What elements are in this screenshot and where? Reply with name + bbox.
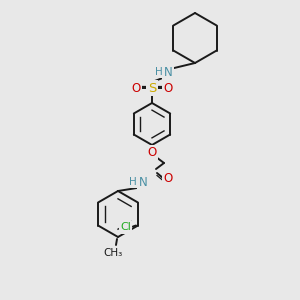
Text: S: S xyxy=(148,82,156,94)
Text: H: H xyxy=(129,177,137,187)
Text: O: O xyxy=(164,82,172,94)
Text: O: O xyxy=(164,172,172,184)
Text: O: O xyxy=(131,82,141,94)
Text: CH₃: CH₃ xyxy=(103,248,123,258)
Text: H: H xyxy=(155,67,163,77)
Text: Cl: Cl xyxy=(121,223,131,232)
Text: N: N xyxy=(139,176,147,188)
Text: N: N xyxy=(164,65,172,79)
Text: O: O xyxy=(147,146,157,160)
